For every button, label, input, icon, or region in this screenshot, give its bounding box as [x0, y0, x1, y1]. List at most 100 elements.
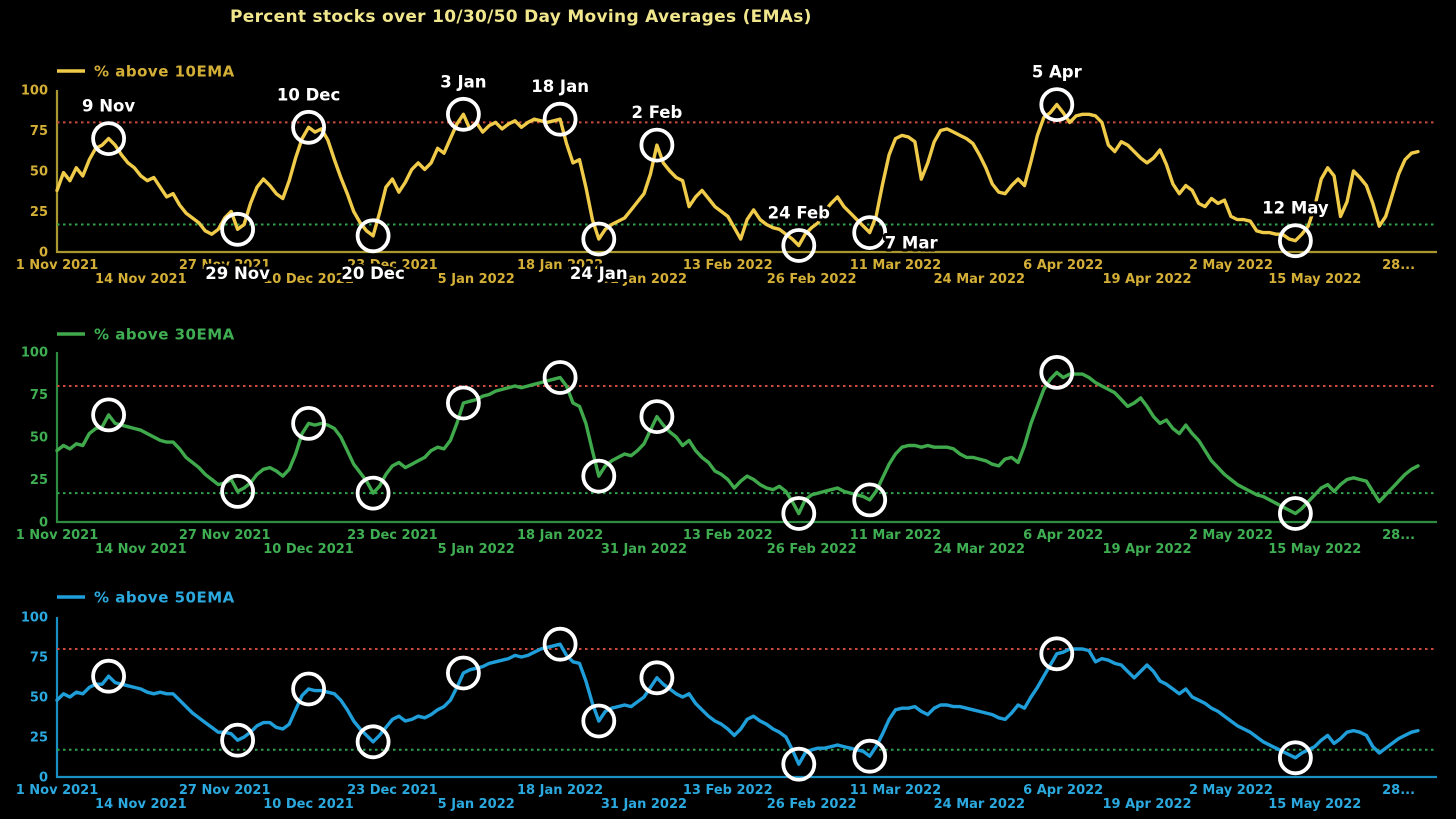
highlight-circle: [355, 724, 391, 760]
highlight-circle: [291, 109, 327, 145]
x-tick-label: 1 Nov 2021: [16, 783, 99, 798]
y-tick-label: 100: [21, 346, 48, 361]
x-tick-label: 19 Apr 2022: [1102, 542, 1191, 557]
x-tick-label: 28...: [1382, 258, 1415, 273]
x-tick-label: 10 Dec 2021: [263, 272, 354, 287]
highlight-circle: [639, 660, 675, 696]
x-tick-label: 24 Mar 2022: [934, 797, 1025, 812]
legend-label-50ema: % above 50EMA: [94, 589, 235, 607]
x-tick-label: 27 Nov 2021: [179, 528, 271, 543]
annotation-20-dec: 20 Dec: [341, 264, 404, 283]
highlight-circle: [445, 96, 481, 132]
y-tick-label: 50: [30, 165, 48, 180]
x-tick-label: 26 Feb 2022: [767, 272, 857, 287]
x-tick-label: 31 Jan 2022: [601, 797, 687, 812]
x-tick-label: 24 Mar 2022: [934, 542, 1025, 557]
annotation-18-jan: 18 Jan: [531, 77, 589, 96]
highlight-circle: [91, 121, 126, 157]
x-tick-label: 14 Nov 2021: [95, 797, 187, 812]
highlight-circle: [852, 738, 888, 774]
annotation-9-nov: 9 Nov: [82, 97, 135, 116]
y-tick-label: 50: [30, 431, 48, 446]
x-tick-label: 10 Dec 2021: [263, 797, 354, 812]
axis-spines-10ema: [55, 90, 1437, 254]
highlight-circle: [542, 101, 578, 137]
x-tick-label: 23 Dec 2021: [347, 258, 438, 273]
x-tick-label: 26 Feb 2022: [767, 797, 857, 812]
y-tick-label: 75: [30, 124, 48, 139]
x-tick-label: 11 Mar 2022: [850, 783, 941, 798]
page-title: Percent stocks over 10/30/50 Day Moving …: [230, 7, 812, 27]
highlight-circle: [581, 703, 617, 739]
x-tick-label: 23 Dec 2021: [347, 528, 438, 543]
highlight-circle: [445, 385, 481, 421]
annotation-3-jan: 3 Jan: [440, 72, 486, 91]
x-tick-label: 13 Feb 2022: [683, 783, 773, 798]
y-tick-label: 25: [30, 205, 48, 220]
x-tick-label: 1 Nov 2021: [16, 528, 99, 543]
highlight-circle: [220, 473, 256, 509]
series-line-50ema: [55, 642, 1420, 766]
highlight-circle: [220, 722, 256, 758]
x-tick-label: 11 Mar 2022: [850, 528, 941, 543]
series-line-10ema: [55, 102, 1420, 248]
legend-label-30ema: % above 30EMA: [94, 326, 235, 344]
x-tick-label: 19 Apr 2022: [1102, 272, 1191, 287]
highlight-circle: [291, 671, 327, 707]
x-tick-label: 27 Nov 2021: [179, 258, 271, 273]
highlight-circle: [781, 496, 817, 531]
x-tick-label: 15 May 2022: [1268, 542, 1361, 557]
x-tick-label: 10 Dec 2021: [263, 542, 354, 557]
highlight-circle: [91, 397, 126, 433]
annotation-29-nov: 29 Nov: [205, 264, 270, 283]
x-tick-label: 19 Apr 2022: [1102, 797, 1191, 812]
x-tick-label: 6 Apr 2022: [1023, 783, 1103, 798]
highlight-circle: [91, 658, 126, 694]
highlight-circle: [445, 655, 481, 691]
x-tick-label: 5 Jan 2022: [438, 542, 515, 557]
x-tick-label: 5 Jan 2022: [438, 797, 515, 812]
highlight-circle: [1039, 87, 1075, 122]
legend-label-10ema: % above 10EMA: [94, 63, 235, 81]
x-tick-label: 6 Apr 2022: [1023, 258, 1103, 273]
x-tick-label: 2 May 2022: [1189, 258, 1273, 273]
x-tick-label: 14 Nov 2021: [95, 272, 187, 287]
y-tick-label: 100: [21, 611, 48, 626]
x-tick-label: 2 May 2022: [1189, 783, 1273, 798]
x-tick-label: 27 Nov 2021: [179, 783, 271, 798]
annotation-5-apr: 5 Apr: [1032, 63, 1083, 82]
highlight-circle: [581, 221, 617, 257]
highlight-circle: [355, 475, 391, 511]
x-tick-label: 18 Jan 2022: [517, 783, 603, 798]
x-tick-label: 15 May 2022: [1268, 272, 1361, 287]
x-tick-label: 31 Jan 2022: [601, 542, 687, 557]
axis-spines-30ema: [55, 352, 1437, 524]
y-tick-label: 25: [30, 731, 48, 746]
highlight-circle: [291, 405, 327, 441]
x-tick-label: 18 Jan 2022: [517, 258, 603, 273]
y-tick-label: 100: [21, 84, 48, 99]
x-tick-label: 13 Feb 2022: [683, 258, 773, 273]
annotation-12-may: 12 May: [1262, 199, 1329, 218]
x-tick-label: 14 Nov 2021: [95, 542, 187, 557]
x-tick-label: 28...: [1382, 528, 1415, 543]
highlight-circle: [639, 399, 675, 435]
x-tick-label: 15 May 2022: [1268, 797, 1361, 812]
x-tick-label: 5 Jan 2022: [438, 272, 515, 287]
x-tick-label: 2 May 2022: [1189, 528, 1273, 543]
x-tick-label: 28...: [1382, 783, 1415, 798]
highlight-circle: [542, 360, 578, 395]
annotation-7-mar: 7 Mar: [885, 234, 939, 253]
x-tick-label: 13 Feb 2022: [683, 528, 773, 543]
highlight-circle: [581, 458, 617, 494]
highlight-circle: [639, 127, 675, 163]
x-tick-label: 26 Feb 2022: [767, 542, 857, 557]
highlight-circle: [1278, 740, 1313, 776]
series-line-30ema: [55, 370, 1420, 516]
y-tick-label: 75: [30, 388, 48, 403]
